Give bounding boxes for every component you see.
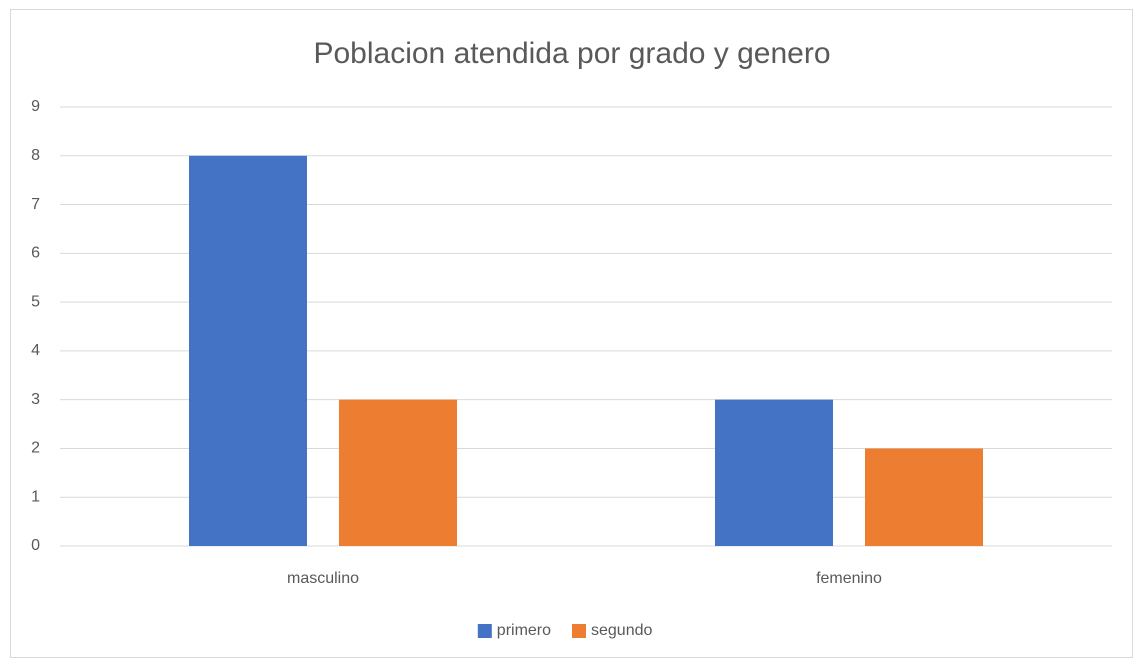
y-tick-label: 7 [31, 196, 40, 213]
y-tick-label: 0 [31, 537, 40, 554]
x-tick-label: masculino [287, 570, 359, 587]
bar [715, 399, 833, 546]
y-tick-label: 9 [31, 98, 40, 115]
legend-label: segundo [591, 622, 652, 639]
y-tick-label: 1 [31, 488, 40, 505]
y-tick-label: 2 [31, 440, 40, 457]
bar [865, 448, 983, 546]
bar [189, 155, 307, 546]
x-tick-label: femenino [816, 570, 882, 587]
legend-swatch [477, 624, 492, 638]
legend-swatch [572, 624, 586, 638]
y-tick-label: 5 [31, 293, 40, 310]
y-tick-label: 3 [31, 391, 40, 408]
chart-title: Poblacion atendida por grado y genero [313, 37, 830, 70]
y-tick-label: 6 [31, 245, 40, 262]
legend-label: primero [497, 622, 551, 639]
y-tick-label: 4 [31, 342, 40, 359]
bar [339, 399, 457, 546]
y-tick-label: 8 [31, 147, 40, 164]
